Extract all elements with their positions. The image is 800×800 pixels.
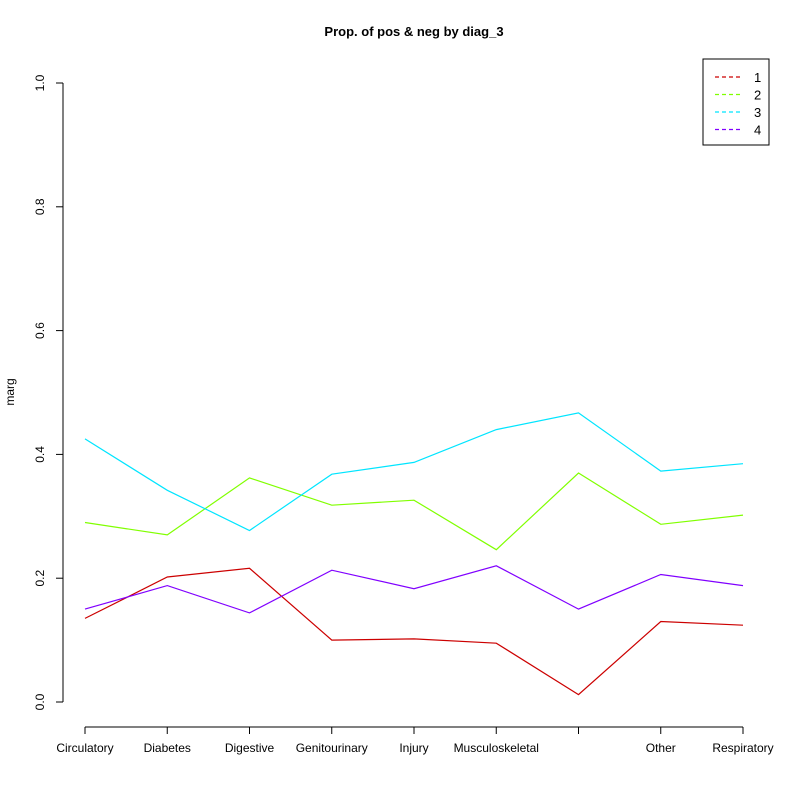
series-line-4 [84, 565, 744, 614]
legend-label: 2 [754, 88, 761, 103]
series-line-2 [84, 472, 744, 551]
x-tick-label: Respiratory [712, 741, 773, 755]
x-tick-label: Diabetes [144, 741, 191, 755]
legend-box [702, 58, 770, 146]
series-line-3 [84, 412, 744, 532]
legend-label: 4 [754, 123, 761, 138]
y-tick-label: 0.6 [33, 322, 47, 339]
y-tick-label: 0.0 [33, 693, 47, 710]
series-layer [84, 412, 744, 696]
series-line-1 [84, 567, 744, 696]
legend: 1 2 3 4 [702, 58, 770, 146]
x-tick-label: Digestive [225, 741, 275, 755]
y-axis-label: marg [3, 378, 17, 405]
legend-label: 1 [754, 70, 761, 85]
x-tick-label: Injury [399, 741, 428, 755]
y-tick-label: 0.8 [33, 198, 47, 215]
x-tick-label: Musculoskeletal [454, 741, 539, 755]
x-tick-label: Other [646, 741, 676, 755]
x-tick-label: Genitourinary [296, 741, 368, 755]
chart-title: Prop. of pos & neg by diag_3 [324, 24, 503, 39]
y-tick-label: 0.2 [33, 570, 47, 587]
y-axis: 0.0 0.2 0.4 0.6 0.8 1.0 [33, 74, 64, 710]
x-tick-label: Circulatory [56, 741, 113, 755]
x-axis: Circulatory Diabetes Digestive Genitourinar… [56, 726, 774, 755]
legend-label: 3 [754, 105, 761, 120]
y-tick-label: 1.0 [33, 74, 47, 91]
y-tick-label: 0.4 [33, 446, 47, 463]
